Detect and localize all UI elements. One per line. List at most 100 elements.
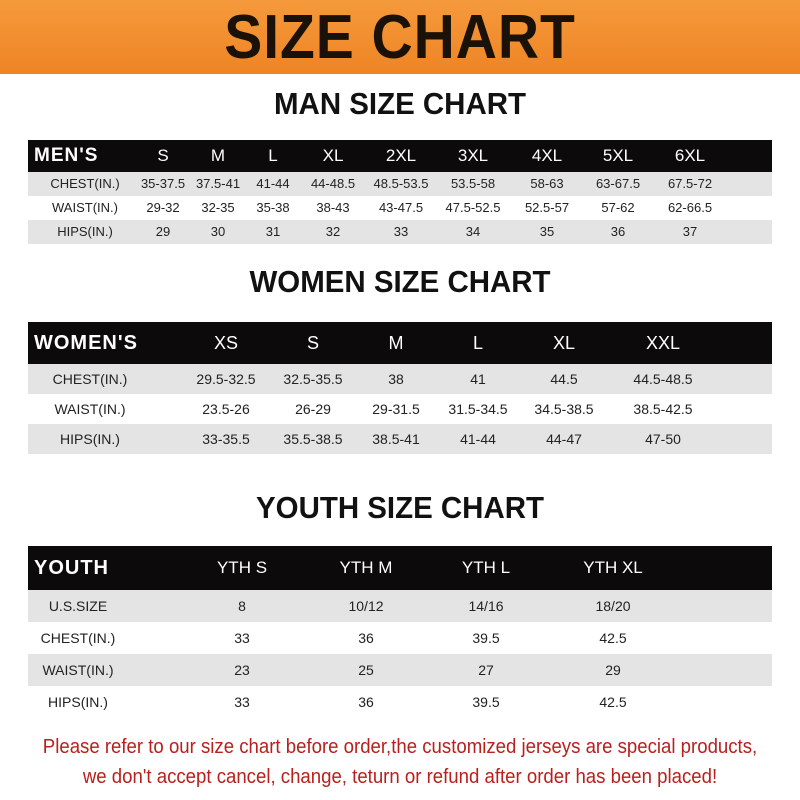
size-header-l: L (268, 146, 278, 165)
size-value: 34 (465, 224, 481, 239)
size-value: 67.5-72 (667, 176, 713, 191)
measure-label: CHEST(IN.) (52, 371, 128, 387)
size-value: 41-44 (460, 431, 496, 447)
size-header-xl: XL (322, 146, 344, 165)
size-value: 44-47 (546, 431, 582, 447)
size-value: 58-63 (530, 176, 564, 191)
order-notice-line-1: Please refer to our size chart before or… (42, 736, 758, 758)
measure-label: U.S.SIZE (48, 598, 108, 614)
size-header-xs: XS (213, 333, 239, 353)
size-value: 42.5 (599, 694, 627, 710)
size-value: 32.5-35.5 (283, 371, 343, 387)
size-header-yth-xl: YTH XL (583, 558, 643, 577)
size-value: 27 (478, 662, 494, 678)
size-value: 23 (234, 662, 250, 678)
women-header-row: WOMEN'S XS S M L XL XXL (28, 322, 772, 364)
size-value: 8 (238, 598, 246, 614)
youth-section-title: YOUTH SIZE CHART (256, 490, 544, 525)
size-header-xxl: XXL (645, 333, 681, 353)
women-table-row: HIPS(IN.) 33-35.5 35.5-38.5 38.5-41 41-44 44-… (28, 424, 772, 454)
youth-header-label: YOUTH (34, 557, 109, 579)
size-value: 39.5 (472, 630, 500, 646)
order-notice-line-2: we don't accept cancel, change, teturn o… (82, 766, 718, 788)
size-value: 63-67.5 (595, 176, 641, 191)
size-header-3xl: 3XL (457, 146, 489, 165)
measure-label: WAIST(IN.) (52, 200, 118, 215)
size-value: 44.5 (550, 371, 578, 387)
size-value: 39.5 (472, 694, 500, 710)
size-value: 42.5 (599, 630, 627, 646)
measure-label: WAIST(IN.) (42, 662, 114, 678)
size-header-4xl: 4XL (531, 146, 563, 165)
size-value: 26-29 (295, 401, 331, 417)
size-value: 52.5-57 (524, 200, 570, 215)
measure-label: CHEST(IN.) (40, 630, 116, 646)
youth-size-table: YOUTH YTH S YTH M YTH L YTH XL U.S.SIZE 8 10/12… (28, 546, 772, 718)
size-value: 35.5-38.5 (283, 431, 343, 447)
size-value: 41 (470, 371, 486, 387)
youth-header-row: YOUTH YTH S YTH M YTH L YTH XL (28, 546, 772, 590)
size-value: 29-31.5 (372, 401, 420, 417)
size-value: 44.5-48.5 (633, 371, 693, 387)
men-header-row: MEN'S S M L XL 2XL 3XL 4XL 5XL 6XL (28, 140, 772, 172)
men-table-row: CHEST(IN.) 35-37.5 37.5-41 41-44 44-48.5 48.5… (28, 172, 772, 196)
youth-table-row: HIPS(IN.) 33 36 39.5 42.5 (28, 686, 772, 718)
size-value: 53.5-58 (450, 176, 496, 191)
size-header-m: M (210, 146, 226, 165)
measure-label: WAIST(IN.) (54, 401, 126, 417)
order-notice: Please refer to our size chart before or… (28, 732, 772, 792)
size-header-l: L (472, 333, 484, 353)
size-value: 32-35 (201, 200, 235, 215)
size-value: 35-38 (256, 200, 290, 215)
size-value: 41-44 (256, 176, 290, 191)
size-value: 33 (393, 224, 409, 239)
size-value: 34.5-38.5 (534, 401, 594, 417)
measure-label: HIPS(IN.) (60, 431, 120, 447)
women-table-row: WAIST(IN.) 23.5-26 26-29 29-31.5 31.5-34.5 34… (28, 394, 772, 424)
size-value: 29-32 (146, 200, 180, 215)
size-value: 33 (234, 694, 250, 710)
size-value: 29.5-32.5 (196, 371, 256, 387)
men-size-table: MEN'S S M L XL 2XL 3XL 4XL 5XL 6XL CHEST(IN.) 35-37… (28, 140, 772, 244)
size-header-yth-l: YTH L (461, 558, 511, 577)
size-header-2xl: 2XL (385, 146, 417, 165)
size-value: 31.5-34.5 (448, 401, 508, 417)
men-table-row: HIPS(IN.) 29 30 31 32 33 34 35 36 37 (28, 220, 772, 244)
size-value: 33-35.5 (202, 431, 250, 447)
size-value: 35 (539, 224, 555, 239)
size-header-yth-s: YTH S (216, 558, 268, 577)
size-value: 37.5-41 (195, 176, 241, 191)
women-size-table: WOMEN'S XS S M L XL XXL CHEST(IN.) 29.5-32.5 32.5… (28, 322, 772, 454)
size-value: 47-50 (645, 431, 681, 447)
size-value: 23.5-26 (202, 401, 250, 417)
size-value: 62-66.5 (667, 200, 713, 215)
women-section-title: WOMEN SIZE CHART (249, 264, 551, 299)
youth-table-row: CHEST(IN.) 33 36 39.5 42.5 (28, 622, 772, 654)
size-value: 10/12 (348, 598, 384, 614)
size-value: 38.5-41 (372, 431, 420, 447)
size-header-6xl: 6XL (674, 146, 706, 165)
men-section-title: MAN SIZE CHART (274, 86, 526, 121)
size-value: 29 (605, 662, 621, 678)
banner-title: SIZE CHART (224, 3, 576, 72)
size-value: 43-47.5 (378, 200, 424, 215)
size-header-xl: XL (552, 333, 576, 353)
size-value: 14/16 (468, 598, 504, 614)
measure-label: HIPS(IN.) (48, 694, 108, 710)
youth-table-row: U.S.SIZE 8 10/12 14/16 18/20 (28, 590, 772, 622)
size-value: 29 (155, 224, 171, 239)
youth-table-row: WAIST(IN.) 23 25 27 29 (28, 654, 772, 686)
size-value: 31 (265, 224, 281, 239)
size-value: 44-48.5 (310, 176, 356, 191)
size-value: 30 (210, 224, 226, 239)
size-header-s: S (306, 333, 320, 353)
size-value: 38-43 (316, 200, 350, 215)
size-value: 38.5-42.5 (633, 401, 693, 417)
size-value: 36 (358, 694, 374, 710)
size-value: 32 (325, 224, 341, 239)
size-header-yth-m: YTH M (339, 558, 393, 577)
size-header-m: M (388, 333, 404, 353)
size-header-5xl: 5XL (602, 146, 634, 165)
banner: SIZE CHART (0, 0, 800, 74)
size-value: 33 (234, 630, 250, 646)
